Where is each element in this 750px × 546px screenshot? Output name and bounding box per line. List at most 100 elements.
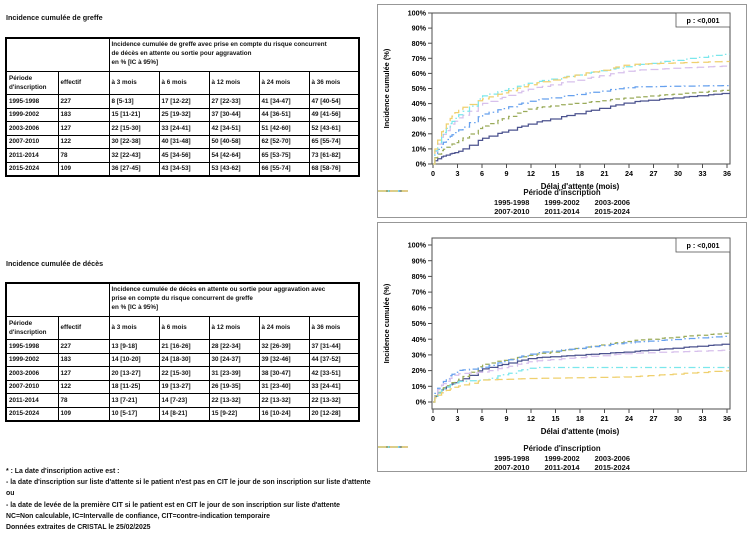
x-tick-label: 0	[431, 169, 435, 178]
y-tick-label: 80%	[412, 272, 427, 281]
x-tick-label: 18	[576, 414, 584, 423]
table-cell: 17 [12-22]	[158, 94, 210, 109]
x-tick-label: 6	[480, 169, 484, 178]
table-cell: 8 [5-13]	[108, 94, 160, 109]
curve-2015-2024	[433, 370, 731, 403]
footnotes: * : La date d'inscription active est : - …	[6, 466, 746, 533]
x-tick-label: 12	[527, 414, 535, 423]
table-cell: 41 [34-47]	[258, 94, 310, 109]
x-tick-label: 27	[650, 414, 658, 423]
table-cell: 43 [34-53]	[158, 161, 210, 177]
table-row: 2011-2014 78 13 [7-21] 14 [7-23] 22 [13-32] 2…	[5, 393, 360, 408]
table-cell: 2007-2010	[5, 134, 59, 149]
column-header: Période d'inscription	[5, 316, 59, 340]
table-cell: 14 [8-21]	[158, 406, 210, 422]
table-cell: 14 [10-20]	[108, 352, 160, 367]
table-cell: 44 [37-52]	[308, 352, 360, 367]
table-cell: 183	[57, 107, 110, 122]
y-tick-label: 90%	[412, 24, 427, 33]
table-column-header-row: Période d'inscription effectif à 3 mois à 6…	[5, 316, 360, 340]
table-row: 2003-2006 127 20 [13-27] 22 [15-30] 31 [23-3…	[5, 366, 360, 381]
x-tick-label: 33	[699, 169, 707, 178]
y-tick-label: 30%	[412, 351, 427, 360]
y-tick-label: 80%	[412, 39, 427, 48]
table-column-header-row: Période d'inscription effectif à 3 mois à 6…	[5, 71, 360, 95]
legend-line-sample-icon	[378, 190, 408, 192]
y-tick-label: 30%	[412, 114, 427, 123]
table-cell: 2015-2024	[5, 406, 59, 422]
table-cell: 62 [52-70]	[258, 134, 310, 149]
deces-table: Incidence cumulée de décès en attente ou…	[5, 282, 361, 422]
legend-title: Période d'inscription	[523, 188, 601, 197]
column-header: effectif	[57, 71, 110, 95]
curve-2007-2010	[433, 349, 731, 403]
table-cell: 109	[57, 406, 110, 422]
table-cell: 33 [24-41]	[158, 121, 210, 136]
table-cell: 33 [24-41]	[308, 379, 360, 394]
legend-row: 2007-2010 2011-2014 2015-2024	[378, 190, 746, 216]
legend-row: 1995-1998 1999-2002 2003-2006	[378, 446, 746, 463]
p-value-label: p : <0,001	[687, 241, 720, 250]
curve-2003-2006	[433, 84, 731, 165]
table-cell: 25 [19-32]	[158, 107, 210, 122]
x-tick-label: 21	[601, 169, 609, 178]
y-tick-label: 90%	[412, 256, 427, 265]
x-tick-label: 9	[505, 169, 509, 178]
legend-label: 1995-1998	[493, 453, 530, 463]
table-cell: 39 [32-46]	[258, 352, 310, 367]
curve-2011-2014	[433, 366, 730, 403]
table-cell: 50 [40-58]	[208, 134, 260, 149]
table-cell: 122	[57, 379, 110, 394]
table-cell: 227	[57, 94, 110, 109]
table-cell: 1999-2002	[5, 352, 59, 367]
table-cell: 2011-2014	[5, 393, 59, 408]
y-tick-label: 40%	[412, 335, 427, 344]
table-row: 1999-2002 183 15 [11-21] 25 [19-32] 37 [30-4…	[5, 107, 360, 122]
x-tick-label: 15	[552, 414, 560, 423]
table-cell: 15 [11-21]	[108, 107, 160, 122]
column-header: à 36 mois	[308, 71, 360, 95]
table-cell: 28 [22-34]	[208, 339, 260, 354]
y-axis-title: Incidence cumulée (%)	[382, 283, 391, 363]
column-header: à 24 mois	[258, 71, 310, 95]
column-header: à 24 mois	[258, 316, 310, 340]
footnote-line: Données extraites de CRISTAL le 25/02/20…	[6, 524, 151, 532]
table-cell: 32 [22-43]	[108, 148, 160, 163]
legend-line-sample-icon	[378, 446, 408, 448]
table-row: 1995-1998 227 13 [9-18] 21 [16-26] 28 [22-34…	[5, 339, 360, 354]
column-header: à 12 mois	[208, 71, 260, 95]
x-tick-label: 18	[576, 169, 584, 178]
legend-title: Période d'inscription	[523, 444, 601, 453]
y-tick-label: 70%	[412, 288, 427, 297]
table-cell: 40 [31-48]	[158, 134, 210, 149]
table-cell: 183	[57, 352, 110, 367]
x-tick-label: 6	[480, 414, 484, 423]
table-header-note-row: Incidence cumulée de greffe avec prise e…	[5, 37, 360, 72]
table-cell: 22 [13-32]	[258, 393, 310, 408]
table-cell: 10 [5-17]	[108, 406, 160, 422]
table-cell: 2015-2024	[5, 161, 59, 177]
legend-item: 2003-2006	[378, 446, 631, 463]
footnote-line: - la date de levée de la première CIT si…	[6, 501, 341, 509]
table-cell: 45 [34-56]	[158, 148, 210, 163]
table-cell: 78	[57, 393, 110, 408]
table-cell: 2011-2014	[5, 148, 59, 163]
table-cell: 31 [23-40]	[258, 379, 310, 394]
legend-row: 2007-2010 2011-2014 2015-2024	[378, 446, 746, 472]
table-cell: 109	[57, 161, 110, 177]
x-tick-label: 33	[699, 414, 707, 423]
table-header-note: Incidence cumulée de décès en attente ou…	[108, 282, 360, 317]
table-cell: 127	[57, 121, 110, 136]
x-tick-label: 0	[431, 414, 435, 423]
legend-label: 2011-2014	[544, 207, 580, 216]
y-tick-label: 0%	[416, 398, 427, 407]
table-cell: 127	[57, 366, 110, 381]
table-cell: 15 [9-22]	[208, 406, 260, 422]
legend-label: 2003-2006	[594, 453, 631, 463]
table-cell: 42 [34-51]	[208, 121, 260, 136]
table-row: 1999-2002 183 14 [10-20] 24 [18-30] 30 [24-3…	[5, 352, 360, 367]
table-cell: 13 [9-18]	[108, 339, 160, 354]
table-cell: 227	[57, 339, 110, 354]
greffe-table: Incidence cumulée de greffe avec prise e…	[5, 37, 361, 177]
legend-label: 2007-2010	[494, 207, 530, 216]
